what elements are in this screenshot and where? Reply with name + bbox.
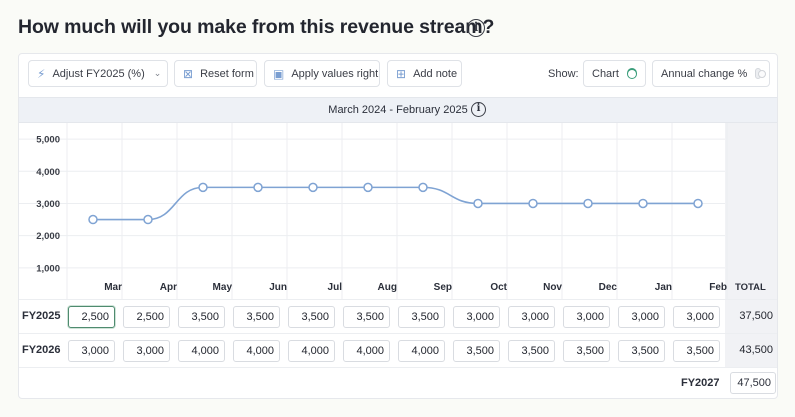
total-column-bg: [725, 123, 777, 368]
value-input[interactable]: 4,000: [178, 340, 225, 362]
adjust-percent-dropdown[interactable]: ⚡ Adjust FY2025 (%) ⌄: [28, 60, 168, 87]
annual-change-switch[interactable]: [755, 68, 766, 79]
info-icon[interactable]: i: [471, 102, 486, 117]
note-label: Add note: [413, 67, 458, 80]
fy2027-total-field[interactable]: 47,500: [730, 372, 776, 394]
chevron-down-icon: ⌄: [153, 68, 162, 78]
page-title: How much will you make from this revenue…: [18, 16, 495, 38]
chart-toggle-switch[interactable]: [626, 68, 637, 79]
divider: [19, 299, 777, 300]
row-total: 43,500: [739, 344, 773, 356]
value-input[interactable]: 2,500: [123, 306, 170, 328]
month-label: Mar: [104, 282, 122, 293]
row-label: FY2025: [22, 310, 61, 322]
data-point: [143, 214, 153, 225]
reset-icon: ⊠: [183, 66, 194, 81]
y-tick-label: 1,000: [36, 263, 60, 274]
row-label: FY2026: [22, 344, 61, 356]
month-label: May: [212, 282, 232, 293]
data-point: [363, 182, 373, 193]
data-point: [473, 198, 483, 209]
value-input[interactable]: 3,500: [233, 306, 280, 328]
value-input[interactable]: 3,500: [673, 340, 720, 362]
data-point: [253, 182, 263, 193]
month-label: Jan: [654, 282, 672, 293]
value-input[interactable]: 3,500: [508, 340, 555, 362]
month-label: Apr: [159, 282, 177, 293]
add-note-button[interactable]: ⊞ Add note: [387, 60, 462, 87]
value-input[interactable]: 3,000: [618, 306, 665, 328]
value-input[interactable]: 3,000: [68, 340, 115, 362]
value-input[interactable]: 4,000: [343, 340, 390, 362]
month-label: Sep: [433, 282, 452, 293]
value-input[interactable]: 4,000: [398, 340, 445, 362]
period-label: March 2024 - February 2025: [328, 104, 468, 116]
data-point: [638, 198, 648, 209]
data-point: [308, 182, 318, 193]
y-tick-label: 3,000: [36, 199, 60, 210]
divider: [19, 333, 777, 334]
data-point: [528, 198, 538, 209]
period-header: March 2024 - February 2025 i: [19, 97, 777, 123]
chart-toggle-label: Chart: [592, 67, 619, 80]
add-note-icon: ⊞: [396, 66, 407, 81]
apply-values-right-button[interactable]: ▣ Apply values right: [264, 60, 380, 87]
month-label: Jun: [269, 282, 287, 293]
y-tick-label: 4,000: [36, 167, 60, 178]
value-input[interactable]: 3,500: [618, 340, 665, 362]
value-input[interactable]: 3,000: [563, 306, 610, 328]
data-point: [693, 198, 703, 209]
month-label: Oct: [490, 282, 507, 293]
value-input[interactable]: 3,000: [123, 340, 170, 362]
show-label: Show:: [548, 68, 579, 80]
value-input[interactable]: 3,500: [398, 306, 445, 328]
value-input[interactable]: 3,000: [673, 306, 720, 328]
value-input[interactable]: 4,000: [233, 340, 280, 362]
month-label: Nov: [543, 282, 562, 293]
adjust-label: Adjust FY2025 (%): [52, 67, 145, 80]
lightning-icon: ⚡: [37, 66, 46, 81]
data-point: [418, 182, 428, 193]
value-input[interactable]: 3,500: [288, 306, 335, 328]
value-input[interactable]: 3,500: [178, 306, 225, 328]
value-input[interactable]: 3,500: [563, 340, 610, 362]
month-label: Feb: [709, 282, 727, 293]
value-input[interactable]: 3,000: [453, 306, 500, 328]
month-label: Aug: [377, 282, 397, 293]
annual-change-toggle[interactable]: Annual change %: [652, 60, 770, 87]
y-tick-label: 2,000: [36, 231, 60, 242]
divider: [19, 367, 777, 368]
month-label: Jul: [327, 282, 342, 293]
revenue-panel: ⚡ Adjust FY2025 (%) ⌄ ⊠ Reset form ▣ App…: [18, 53, 778, 399]
row-total: 37,500: [739, 310, 773, 322]
data-point: [88, 214, 98, 225]
total-header: TOTAL: [735, 282, 766, 293]
value-input[interactable]: 2,500: [68, 306, 115, 328]
apply-label: Apply values right: [291, 67, 379, 80]
annual-change-label: Annual change %: [661, 67, 748, 80]
value-input[interactable]: 4,000: [288, 340, 335, 362]
reset-label: Reset form: [200, 67, 254, 80]
value-input[interactable]: 3,500: [453, 340, 500, 362]
value-input[interactable]: 3,000: [508, 306, 555, 328]
data-point: [583, 198, 593, 209]
chart-toggle[interactable]: Chart: [583, 60, 646, 87]
fy2027-label: FY2027: [681, 377, 720, 389]
data-point: [198, 182, 208, 193]
month-label: Dec: [598, 282, 617, 293]
info-icon[interactable]: i: [467, 19, 485, 37]
y-tick-label: 5,000: [36, 135, 60, 146]
clipboard-icon: ▣: [273, 66, 285, 81]
value-input[interactable]: 3,500: [343, 306, 390, 328]
reset-form-button[interactable]: ⊠ Reset form: [174, 60, 257, 87]
revenue-line-chart: 5,000 4,000 3,000 2,000 1,000: [19, 123, 728, 300]
